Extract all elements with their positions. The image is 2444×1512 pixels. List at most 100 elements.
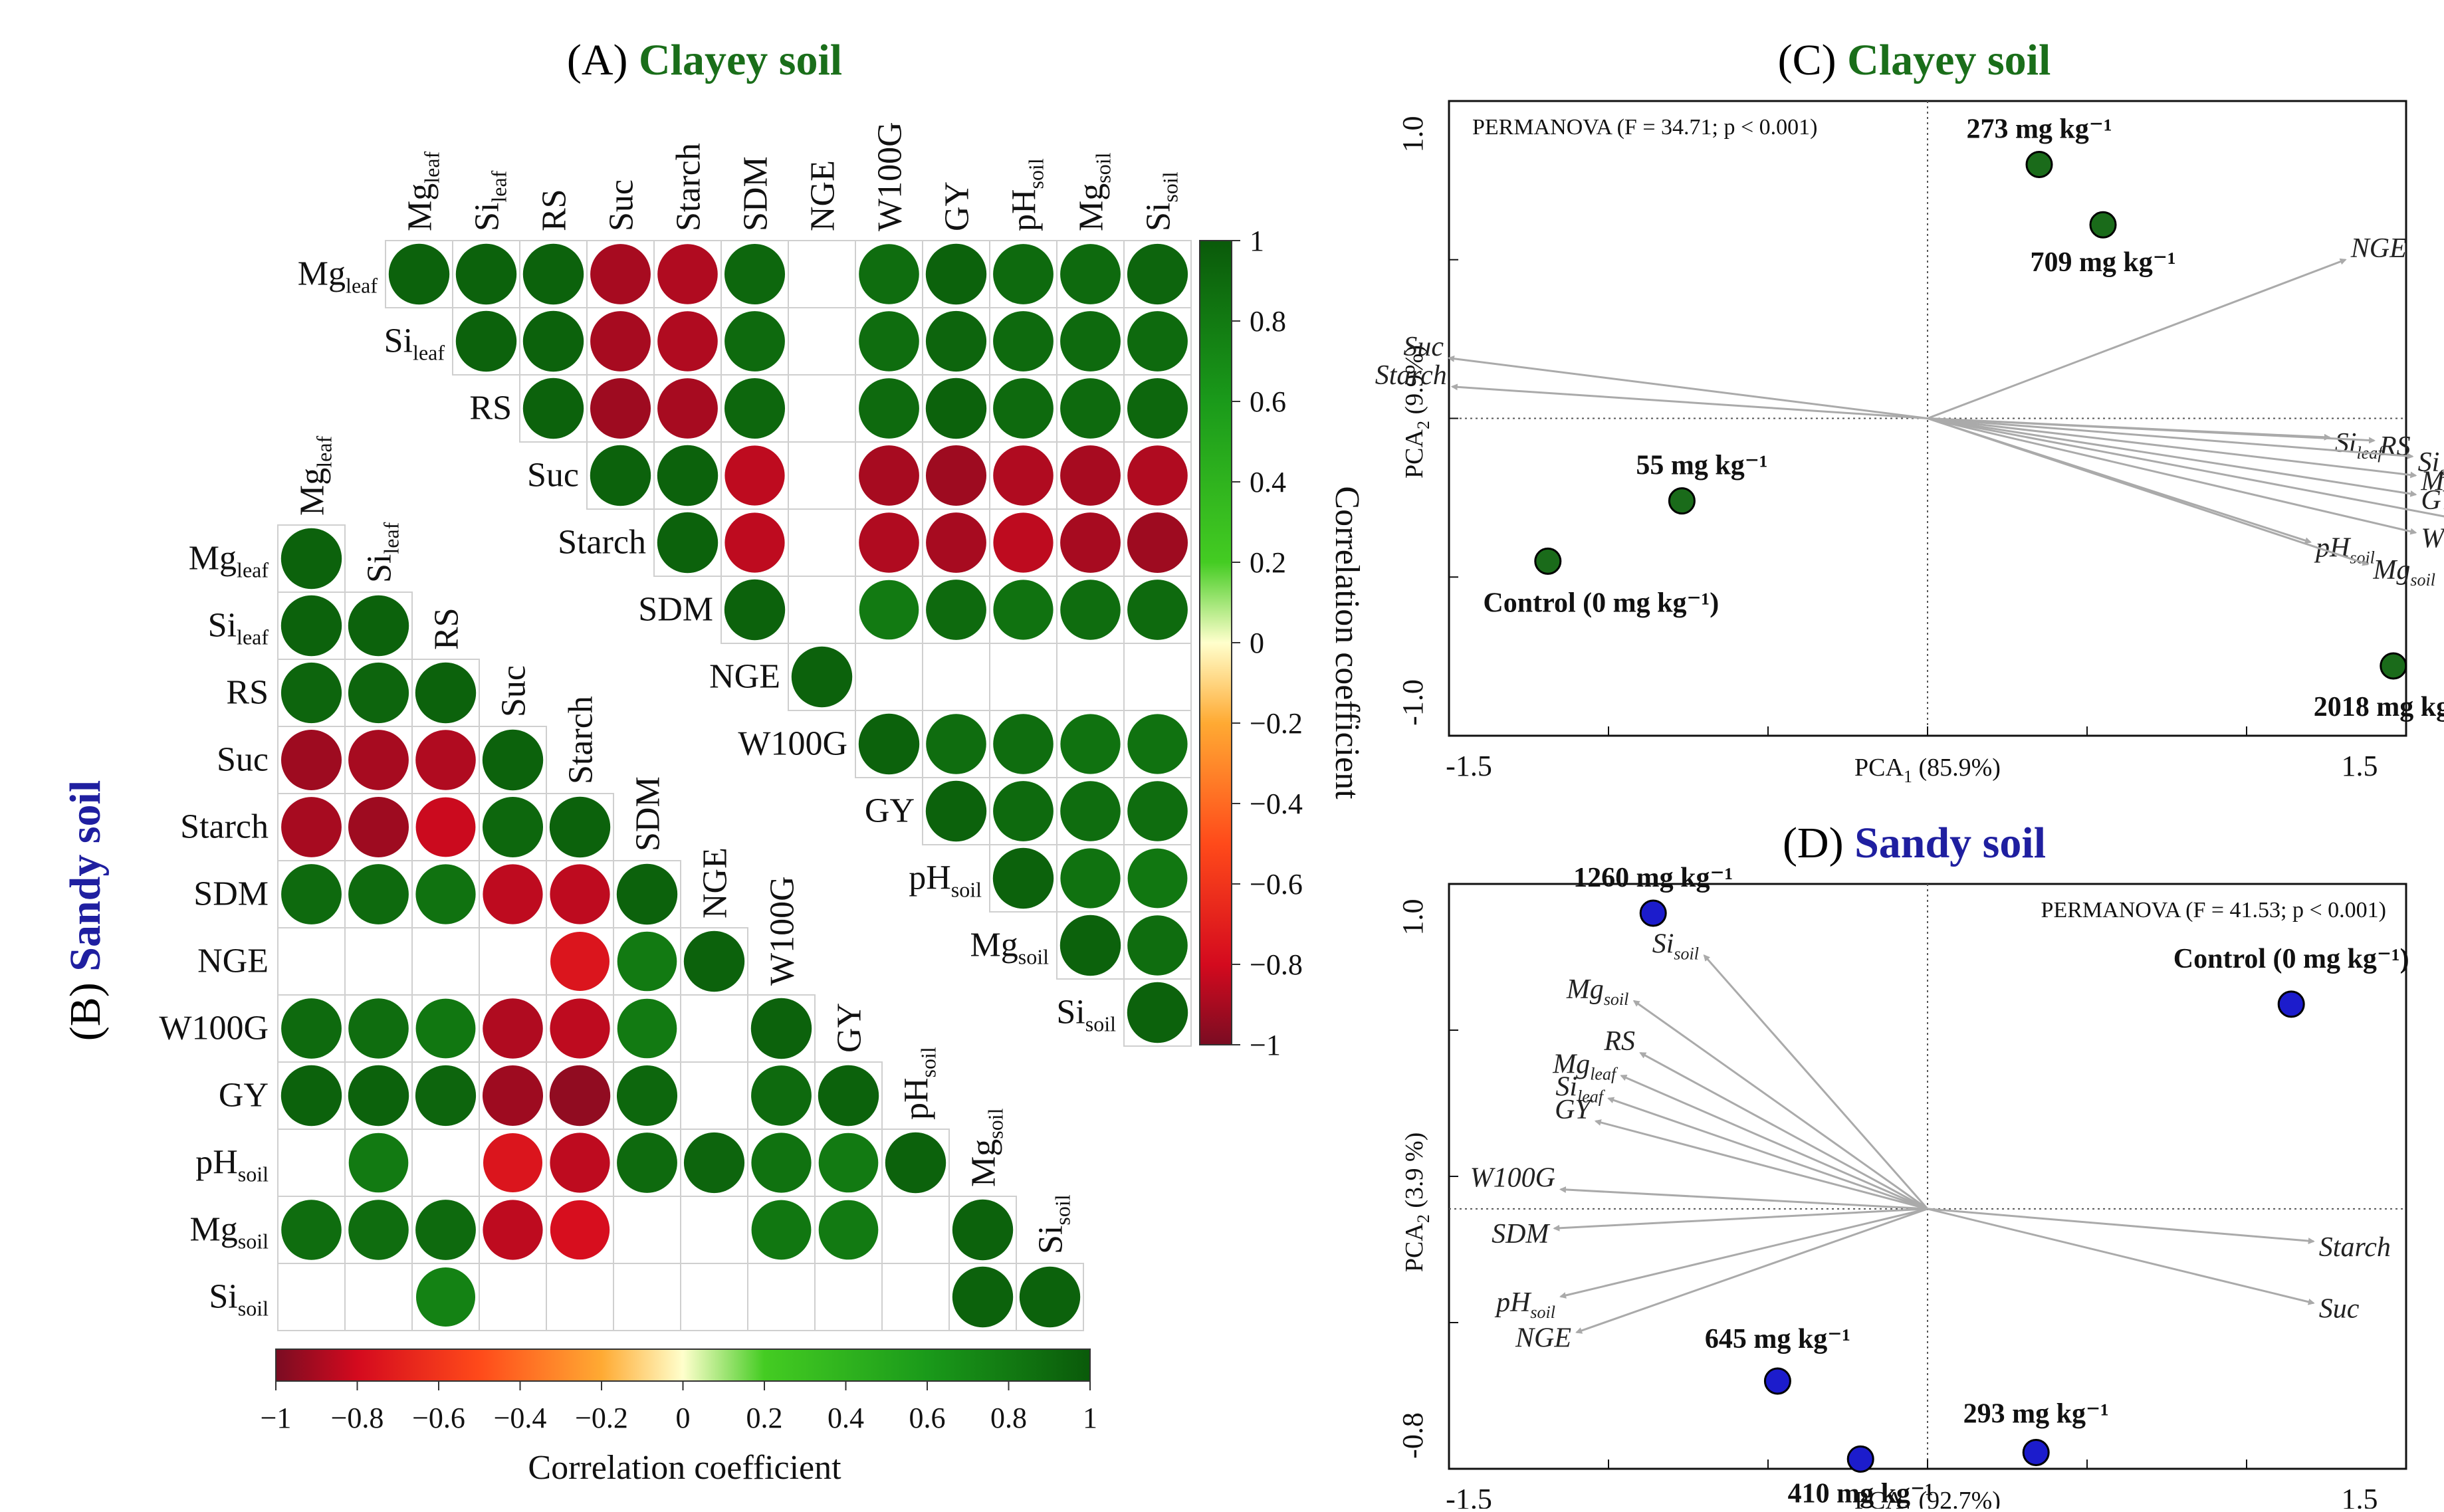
pca-loading-label-base: NGE [2350, 233, 2407, 264]
pca-loading-label-Si_soil: Sisoil [1652, 929, 1699, 964]
pca-point-label-0: 1260 mg kg⁻¹ [1573, 863, 1733, 893]
heatmap-b-circle-Mg_soil-Mg_leaf [281, 1200, 342, 1260]
pca-x-axis-label-rest: (92.7%) [1912, 1487, 2001, 1509]
heatmap-a-cell [989, 643, 1057, 711]
pca-loading-label-NGE: NGE [2350, 233, 2407, 264]
heatmap-a-col-label-NGE-base: NGE [804, 160, 842, 231]
heatmap-b-circle-Si_leaf-Si_leaf [348, 595, 409, 657]
heatmap-b-col-label-Suc: Suc [495, 665, 533, 717]
pca-loading-label-NGE: NGE [1515, 1323, 1571, 1354]
pca-loading-label-base: pH [1494, 1287, 1532, 1318]
pca-loading-label-GY: GY [2421, 485, 2444, 516]
heatmap-b-circle-W100G-Si_leaf [348, 998, 409, 1059]
heatmap-clayey: MgleafSileafRSSucStarchSDMNGEW100GGYpHso… [298, 122, 1192, 1047]
heatmap-b-col-label-Si_soil: Sisoil [1032, 1194, 1075, 1254]
pca-loading-arrow-pH_soil [1559, 1208, 1928, 1299]
heatmap-b-circle-Si_soil-RS [416, 1267, 475, 1327]
heatmap-a-row-label-SDM: SDM [638, 591, 713, 629]
pca-loading-arrow-Mg_leaf [1620, 1075, 1928, 1210]
heatmap-b-row-label-Si_leaf-sub: leaf [237, 625, 269, 649]
pca-point-label-4: 2018 mg kg⁻¹ [2314, 692, 2444, 722]
pca-point-label-2: 645 mg kg⁻¹ [1705, 1324, 1850, 1354]
heatmap-b-circle-Si_soil-Mg_soil [952, 1266, 1014, 1328]
heatmap-b-cell [814, 1263, 883, 1331]
colorbar-vertical: Correlation coefficient 1 0.8 0.6 0.4 0.2 0 −0… [1199, 225, 1366, 1061]
heatmap-a-circle-GY-pH_soil [993, 781, 1054, 841]
heatmap-a-cell [855, 643, 923, 711]
pca-loading-label-sub: soil [1530, 1303, 1555, 1322]
heatmap-b-col-label-Starch: Starch [562, 696, 600, 784]
heatmap-a-circle-Si_leaf-pH_soil [993, 311, 1054, 372]
heatmap-a-circle-pH_soil-pH_soil [992, 847, 1054, 909]
heatmap-a-col-label-NGE: NGE [804, 160, 842, 231]
heatmap-a-circle-Mg_soil-Si_soil [1127, 915, 1188, 976]
pca-point-label-1: Control (0 mg kg⁻¹) [2173, 944, 2409, 974]
pca-y-tick-label-min: -0.8 [1396, 1412, 1429, 1459]
colorbar-v-tick-label: −0.4 [1250, 788, 1303, 820]
heatmap-a-circle-W100G-Si_soil [1127, 714, 1188, 774]
heatmap-b-cell [680, 1061, 748, 1130]
heatmap-b-col-label-SDM: SDM [629, 776, 667, 851]
heatmap-b-row-label-GY: GY [219, 1077, 269, 1115]
pca-loading-label-RS: RS [2379, 431, 2411, 462]
heatmap-a-circle-Mg_leaf-pH_soil [993, 244, 1054, 304]
heatmap-a-col-label-Starch-base: Starch [670, 143, 708, 231]
pca-point-0 [2025, 151, 2053, 178]
colorbar-h-tick-label: −0.8 [331, 1402, 384, 1434]
heatmap-a-circle-SDM-SDM [724, 579, 786, 641]
heatmap-a-col-label-pH_soil-base: pH [1006, 189, 1044, 231]
heatmap-a-col-label-SDM-base: SDM [737, 156, 775, 231]
heatmap-b-col-label-SDM-base: SDM [629, 776, 667, 851]
heatmap-b-col-label-Mg_soil: Mgsoil [965, 1108, 1008, 1187]
heatmap-b-row-label-NGE-base: NGE [197, 942, 269, 980]
pca-loading-label-base: GY [1555, 1095, 1593, 1125]
heatmap-b-circle-W100G-Mg_leaf [281, 998, 342, 1059]
pca-loading-label-SDM: SDM [1492, 1219, 1550, 1249]
pca-loading-arrow-Mg_soil [1632, 1000, 1928, 1210]
colorbar-v-tick-label: −0.2 [1250, 707, 1303, 740]
heatmap-a-circle-RS-Si_soil [1127, 378, 1188, 439]
pca-loading-label-Starch: Starch [2319, 1232, 2391, 1263]
heatmap-b-circle-RS-Si_leaf [348, 662, 409, 724]
heatmap-a-col-label-pH_soil-sub: soil [1024, 158, 1048, 189]
pca-loading-arrow-Si_soil [1927, 417, 2414, 460]
pca-loading-label-sub: soil [1674, 944, 1699, 964]
heatmap-a-circle-GY-GY [925, 780, 987, 842]
pca-loading-label-base: SDM [1492, 1219, 1550, 1249]
colorbar-horizontal-label: Correlation coefficient [528, 1449, 841, 1487]
heatmap-b-circle-Mg_soil-W100G [751, 1200, 812, 1260]
heatmap-b-circle-SDM-Si_leaf [348, 864, 409, 924]
pca-point-label-3: Control (0 mg kg⁻¹) [1483, 588, 1719, 618]
pca-loading-arrow-SDM [1927, 417, 2444, 518]
heatmap-b-circle-pH_soil-Si_leaf [348, 1133, 409, 1193]
colorbar-v-tick-label: 0.4 [1250, 466, 1286, 498]
heatmap-a-circle-GY-Mg_soil [1060, 781, 1121, 841]
pca-loading-arrow-RS [1639, 1051, 1928, 1210]
heatmap-b-row-label-SDM-base: SDM [193, 875, 269, 913]
pca-loading-label-W100G: W100G [1470, 1163, 1555, 1194]
heatmap-a-col-label-Suc: Suc [603, 179, 641, 231]
heatmap-b-row-label-Mg_soil-sub: soil [238, 1230, 269, 1253]
heatmap-b-cell [680, 1196, 748, 1264]
heatmap-b-circle-W100G-W100G [750, 998, 812, 1059]
heatmap-b-row-label-NGE: NGE [197, 942, 269, 980]
pca-y-axis-label: PCA2 (3.9 %) [1400, 1133, 1433, 1272]
heatmap-b-circle-GY-Mg_leaf [280, 1065, 342, 1127]
heatmap-a-circle-RS-SDM [724, 378, 786, 439]
heatmap-a-circle-Mg_leaf-SDM [724, 243, 786, 305]
heatmap-b-col-label-W100G-base: W100G [764, 876, 802, 986]
heatmap-b-col-label-GY: GY [831, 1003, 869, 1053]
heatmap-b-cell [277, 1129, 346, 1197]
heatmap-b-circle-Mg_soil-Mg_soil [952, 1199, 1014, 1261]
heatmap-a-circle-RS-Starch [657, 378, 718, 439]
panel-a-title-text: Clayey soil [639, 36, 842, 84]
heatmap-a-circle-W100G-pH_soil [993, 714, 1054, 774]
heatmap-a-circle-Si_leaf-Mg_soil [1060, 311, 1121, 372]
colorbar-v-tick-label: 1 [1250, 225, 1264, 257]
pca-y-tick-label-max: 1.0 [1396, 116, 1429, 153]
pca-point-label-2: 55 mg kg⁻¹ [1636, 451, 1767, 481]
heatmap-a-row-label-Si_soil-base: Si [1056, 994, 1085, 1031]
heatmap-b-col-label-NGE: NGE [697, 847, 734, 918]
panel-b-title: (B) Sandy soil [61, 780, 110, 1041]
